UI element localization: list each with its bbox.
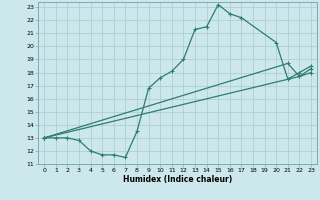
X-axis label: Humidex (Indice chaleur): Humidex (Indice chaleur) [123,175,232,184]
